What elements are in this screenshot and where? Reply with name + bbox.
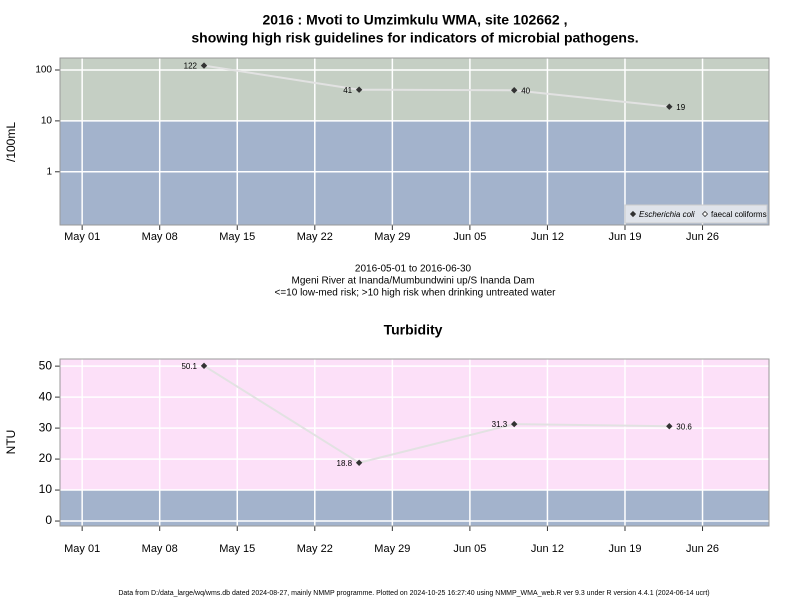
data-point (666, 103, 673, 110)
x-tick-label: Jun 05 (453, 231, 486, 243)
y-tick-label: 20 (39, 451, 53, 465)
legend-marker (701, 210, 709, 218)
legend-marker (629, 210, 637, 218)
data-point (355, 86, 363, 93)
value-label: 18.8 (337, 459, 353, 468)
y-tick-label: 1 (46, 166, 52, 177)
legend-label: faecal coliforms (711, 210, 767, 219)
data-line (203, 364, 670, 464)
value-label: 41 (343, 86, 352, 95)
data-point (511, 87, 518, 94)
x-tick-label: Jun 12 (531, 231, 564, 243)
legend-box (624, 204, 768, 224)
x-tick-label: May 08 (142, 231, 178, 243)
x-tick-label: May 22 (297, 231, 333, 243)
data-point (666, 423, 673, 430)
y-tick-label: 30 (39, 420, 53, 434)
low-risk-band (60, 490, 769, 526)
x-tick-label: May 29 (374, 543, 410, 555)
chart-title: Turbidity (384, 322, 443, 338)
y-tick-label: 0 (45, 513, 52, 527)
footer: Data from D:/data_large/wq/wms.db dated … (118, 590, 709, 597)
x-tick-label: Jun 26 (686, 543, 719, 555)
x-tick-label: Jun 19 (608, 231, 641, 243)
x-tick-label: May 22 (297, 543, 333, 555)
y-tick-label: 100 (35, 65, 52, 76)
value-label: 30.6 (676, 422, 692, 431)
x-tick-label: May 08 (142, 543, 178, 555)
chart-title: showing high risk guidelines for indicat… (191, 30, 638, 46)
x-tick-label: May 15 (219, 543, 255, 555)
y-tick-label: 10 (41, 116, 53, 127)
data-point (200, 62, 208, 69)
legend: Escherichia coli faecal coliforms (624, 204, 768, 224)
x-tick-label: Jun 26 (686, 231, 719, 243)
legend-label: Escherichia coli (639, 210, 695, 219)
data-point (355, 459, 363, 466)
data-line (203, 64, 670, 108)
value-label: 31.3 (492, 420, 508, 429)
subtitle: 2016-05-01 to 2016-06-30 (355, 264, 472, 275)
y-axis-label: NTU (4, 430, 18, 455)
x-tick-label: May 29 (374, 231, 410, 243)
data-point (511, 420, 518, 428)
data-point (200, 362, 208, 370)
plot-frame (59, 57, 770, 226)
value-label: 19 (676, 103, 685, 112)
x-tick-label: Jun 19 (608, 543, 641, 555)
x-tick-label: Jun 12 (531, 543, 564, 555)
subtitle: <=10 low-med risk; >10 high risk when dr… (275, 288, 557, 299)
chart-title: 2016 : Mvoti to Umzimkulu WMA, site 1026… (263, 12, 568, 28)
x-tick-label: May 15 (219, 231, 255, 243)
plot-frame (59, 358, 770, 527)
y-tick-label: 50 (39, 358, 53, 372)
value-label: 50.1 (181, 362, 197, 371)
x-tick-label: Jun 05 (453, 543, 486, 555)
x-tick-label: May 01 (64, 543, 100, 555)
y-axis-label: /100mL (4, 122, 18, 162)
high-risk-band (60, 359, 769, 491)
x-tick-label: May 01 (64, 231, 100, 243)
y-tick-label: 10 (39, 482, 53, 496)
value-label: 40 (521, 86, 530, 95)
value-label: 122 (184, 62, 198, 71)
y-tick-label: 40 (39, 389, 53, 403)
subtitle: Mgeni River at Inanda/Mumbundwini up/S I… (292, 276, 535, 287)
